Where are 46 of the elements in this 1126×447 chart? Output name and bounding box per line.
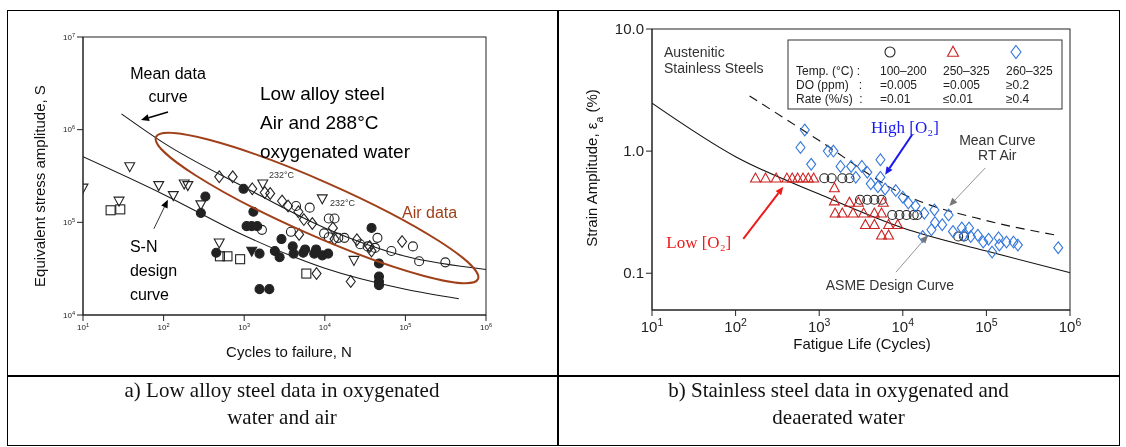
y-tick-label: 10.0 bbox=[614, 20, 644, 38]
annotation: High [O₂] bbox=[871, 117, 939, 137]
x-tick-label: 10$^{1}$ bbox=[76, 322, 90, 333]
x-tick-label: 10$^{2}$ bbox=[157, 322, 170, 333]
annotation: DO (ppm) : bbox=[796, 78, 863, 92]
y-axis-title: Equivalent stress amplitude, S bbox=[31, 85, 48, 287]
text: b) Stainless steel data in oxygenated and deaerated water bbox=[667, 377, 1010, 431]
y-tick-label: 0.1 bbox=[623, 264, 644, 282]
annotation: Austenitic Stainless Steels bbox=[664, 44, 764, 76]
annotation: ≤0.01 bbox=[943, 92, 974, 106]
legend-label: 100–200 bbox=[880, 64, 928, 78]
text: a) Low alloy steel data in oxygenated water and air bbox=[123, 377, 441, 431]
legend-label: 250–325 bbox=[943, 64, 991, 78]
x-tick-label: 10$^{1}$ bbox=[640, 315, 664, 335]
x-tick-label: 10$^{5}$ bbox=[975, 315, 998, 335]
annotation: Low alloy steel Air and 288°C oxygenated water bbox=[260, 83, 411, 162]
annotation: ≥0.4 bbox=[1006, 92, 1030, 106]
x-tick-label: 10$^{3}$ bbox=[807, 315, 831, 335]
annotation: Mean Curve RT Air bbox=[959, 131, 1036, 163]
y-tick-label: 1.0 bbox=[623, 142, 644, 160]
y-tick-label: 10$^{6}$ bbox=[62, 124, 75, 135]
annotation: ≥0.2 bbox=[1006, 78, 1030, 92]
y-tick-label: 10$^{7}$ bbox=[62, 31, 75, 42]
annotation: ASME Design Curve bbox=[825, 277, 955, 294]
annotation: 232°C bbox=[269, 170, 295, 180]
annotation: Air data bbox=[402, 204, 458, 221]
annotation: =0.01 bbox=[880, 92, 911, 106]
legend-label: 260–325 bbox=[1006, 64, 1054, 78]
x-tick-label: 10$^{6}$ bbox=[1058, 315, 1082, 335]
x-axis-title: Cycles to failure, N bbox=[226, 343, 352, 360]
x-axis-title: Fatigue Life (Cycles) bbox=[793, 335, 931, 352]
annotation: Low [O₂] bbox=[666, 232, 732, 252]
annotation: Temp. (°C) : bbox=[796, 64, 861, 78]
x-tick-label: 10$^{4}$ bbox=[891, 315, 915, 335]
x-tick-label: 10$^{5}$ bbox=[399, 322, 412, 333]
x-tick-label: 10$^{4}$ bbox=[318, 322, 331, 333]
x-tick-label: 10$^{6}$ bbox=[479, 322, 493, 333]
annotation: =0.005 bbox=[880, 78, 918, 92]
annotation: Rate (%/s) : bbox=[796, 92, 863, 106]
x-tick-label: 10$^{3}$ bbox=[238, 322, 251, 333]
x-tick-label: 10$^{2}$ bbox=[724, 315, 748, 335]
y-tick-label: 10$^{5}$ bbox=[62, 217, 75, 228]
annotation: =0.005 bbox=[943, 78, 981, 92]
annotation: Mean data curve bbox=[130, 65, 206, 105]
annotation: 232°C bbox=[330, 198, 356, 208]
annotation: S-N design curve bbox=[129, 237, 178, 303]
